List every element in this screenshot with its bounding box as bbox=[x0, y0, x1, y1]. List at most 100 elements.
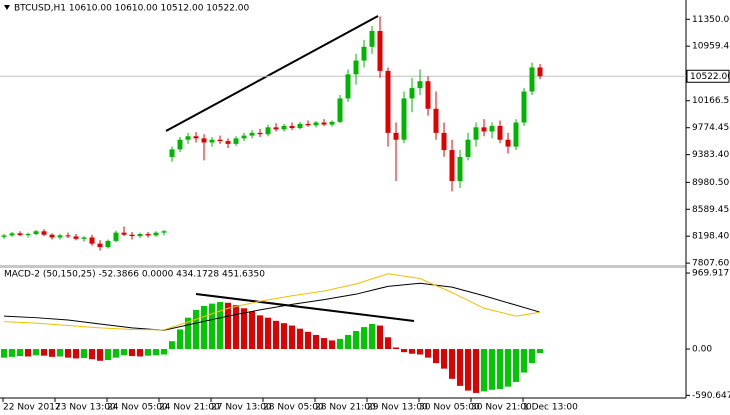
histogram-bar bbox=[249, 311, 255, 350]
histogram-bar bbox=[265, 317, 271, 350]
macd-line bbox=[3, 282, 541, 331]
histogram-bar bbox=[137, 349, 143, 357]
histogram-bar bbox=[489, 349, 495, 390]
histogram-bar bbox=[529, 349, 535, 364]
histogram-bar bbox=[369, 323, 375, 350]
histogram-bar bbox=[145, 349, 151, 356]
histogram-bar bbox=[473, 349, 479, 393]
histogram-bar bbox=[81, 349, 87, 359]
x-tick-label: 29 Nov 13:00 bbox=[367, 403, 428, 413]
indicator-title: MACD-2 (50,150,25) -52.3866 0.0000 434.1… bbox=[4, 270, 265, 280]
histogram-bar bbox=[329, 340, 335, 350]
candle-body bbox=[33, 231, 39, 235]
candle-body bbox=[233, 138, 239, 144]
candle-body bbox=[57, 235, 63, 238]
histogram-bar bbox=[449, 349, 455, 379]
histogram-bar bbox=[65, 349, 71, 358]
histogram-bar bbox=[441, 349, 447, 369]
candle-body bbox=[265, 127, 271, 135]
histogram-bar bbox=[281, 323, 287, 350]
candle-body bbox=[185, 136, 191, 140]
histogram-bar bbox=[497, 349, 503, 390]
candle-body bbox=[497, 125, 503, 140]
candle-body bbox=[393, 132, 399, 140]
candle-body bbox=[257, 132, 263, 135]
candle-body bbox=[433, 108, 439, 133]
candle-body bbox=[105, 240, 111, 248]
candle-body bbox=[377, 30, 383, 71]
candle-body bbox=[177, 139, 183, 150]
y-tick-label: 969.917 bbox=[692, 269, 729, 279]
histogram-bar bbox=[153, 349, 159, 356]
histogram-bar bbox=[233, 305, 239, 350]
histogram-bar bbox=[201, 305, 207, 350]
histogram-bar bbox=[417, 349, 423, 355]
histogram-bar bbox=[305, 331, 311, 350]
histogram-bar bbox=[505, 349, 511, 387]
macd-line bbox=[3, 273, 541, 331]
candle-body bbox=[401, 98, 407, 140]
candle-body bbox=[129, 234, 135, 237]
histogram-bar bbox=[321, 338, 327, 350]
y-tick-label: 9774.45 bbox=[692, 123, 729, 133]
candle-body bbox=[409, 88, 415, 99]
candle-body bbox=[273, 127, 279, 130]
current-price-label: 10522.00 bbox=[690, 72, 730, 82]
candle-body bbox=[249, 132, 255, 136]
candle-body bbox=[481, 127, 487, 132]
candle-body bbox=[521, 91, 527, 123]
candle-body bbox=[313, 122, 319, 126]
candle-body bbox=[297, 123, 303, 129]
candle-body bbox=[473, 127, 479, 140]
y-tick-label: 8198.40 bbox=[692, 232, 729, 242]
candle-body bbox=[9, 233, 15, 236]
candle-body bbox=[209, 139, 215, 143]
chart-title: BTCUSD,H1 10610.00 10610.00 10512.00 105… bbox=[14, 4, 250, 14]
histogram-bar bbox=[425, 349, 431, 358]
x-tick-label: 28 Nov 21:00 bbox=[315, 403, 376, 413]
candle-body bbox=[161, 231, 167, 233]
histogram-bar bbox=[433, 349, 439, 364]
histogram-bar bbox=[1, 349, 7, 358]
histogram-bar bbox=[161, 349, 167, 355]
histogram-bar bbox=[9, 349, 15, 357]
candle-body bbox=[465, 139, 471, 157]
histogram-bar bbox=[345, 334, 351, 350]
x-tick-label: 28 Nov 05:00 bbox=[263, 403, 324, 413]
histogram-bar bbox=[25, 349, 31, 357]
candle-body bbox=[73, 236, 79, 239]
candle-body bbox=[1, 235, 7, 237]
candle-body bbox=[305, 123, 311, 126]
panel-separator bbox=[0, 265, 686, 268]
histogram-bar bbox=[513, 349, 519, 382]
candle-body bbox=[193, 136, 199, 139]
histogram-bar bbox=[121, 349, 127, 356]
candle-body bbox=[121, 232, 127, 235]
candle-body bbox=[281, 125, 287, 130]
histogram-bar bbox=[57, 349, 63, 357]
histogram-bar bbox=[217, 302, 223, 350]
candle-body bbox=[321, 122, 327, 125]
x-tick-label: 22 Nov 2017 bbox=[3, 403, 61, 413]
y-tick-label: -590.6475 bbox=[692, 391, 730, 401]
candle-body bbox=[537, 67, 543, 77]
histogram-bar bbox=[377, 325, 383, 350]
menu-arrow[interactable] bbox=[4, 5, 10, 10]
x-tick-label: 30 Nov 21:00 bbox=[471, 403, 532, 413]
candle-body bbox=[89, 237, 95, 244]
histogram-bar bbox=[401, 349, 407, 353]
candle-body bbox=[225, 141, 231, 144]
y-tick-label: 9383.40 bbox=[692, 150, 729, 160]
candle-body bbox=[25, 234, 31, 236]
candle-body bbox=[201, 138, 207, 143]
histogram-bar bbox=[257, 315, 263, 350]
histogram-bar bbox=[225, 302, 231, 350]
x-tick-label: 24 Nov 21:00 bbox=[159, 403, 220, 413]
histogram-bar bbox=[185, 317, 191, 350]
histogram-bar bbox=[129, 349, 135, 357]
candle-body bbox=[41, 231, 47, 235]
x-tick-label: 1 Dec 13:00 bbox=[523, 403, 578, 413]
candle-body bbox=[17, 233, 23, 236]
candle-body bbox=[113, 232, 119, 241]
